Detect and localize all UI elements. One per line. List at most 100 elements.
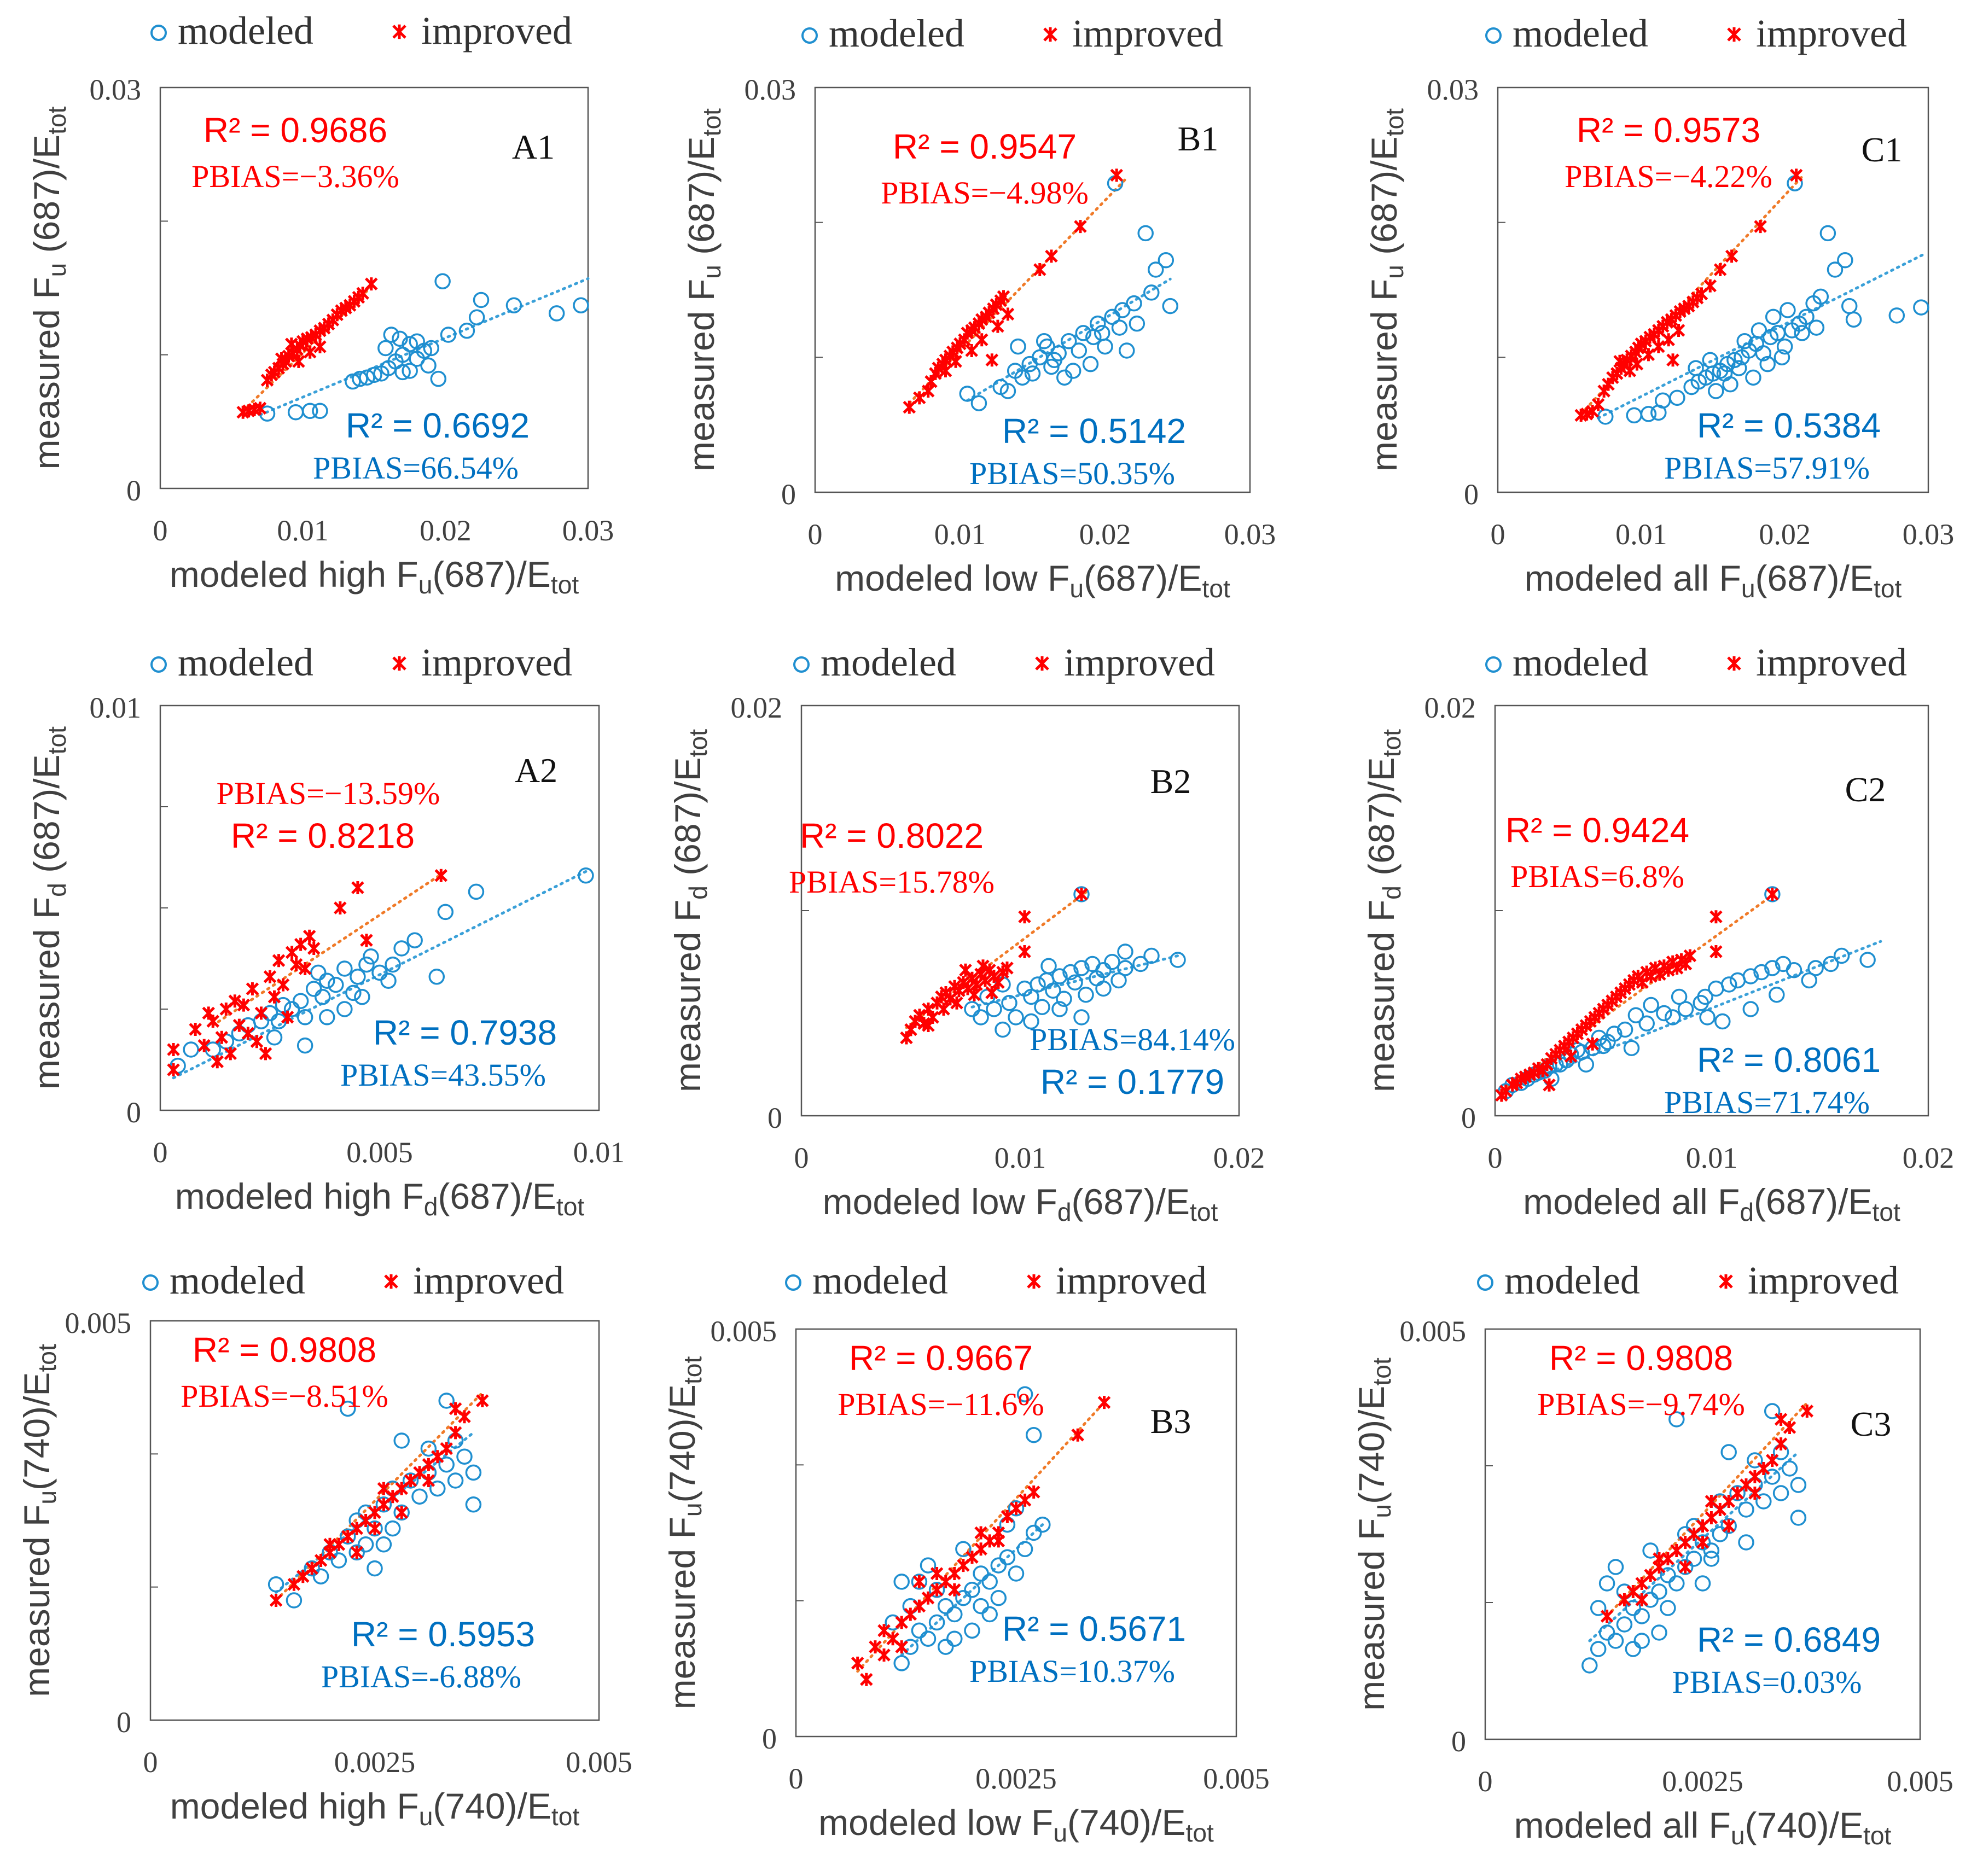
- legend: modeled improved: [1477, 1259, 1899, 1302]
- improved-r2: R² = 0.8022: [800, 816, 984, 855]
- improved-point: [246, 982, 259, 995]
- modeled-point: [1094, 325, 1110, 341]
- modeled-r2: R² = 0.5671: [1002, 1609, 1186, 1648]
- improved-pbias: PBIAS=−3.36%: [191, 159, 399, 194]
- modeled-point: [1126, 295, 1142, 312]
- modeled-point: [1738, 1534, 1754, 1551]
- modeled-point: [1025, 1426, 1042, 1443]
- improved-point: [913, 391, 926, 405]
- modeled-point: [990, 1589, 1007, 1606]
- modeled-point: [505, 297, 522, 314]
- improved-point: [1033, 263, 1046, 276]
- modeled-point: [473, 292, 490, 308]
- improved-point: [298, 962, 312, 975]
- modeled-pbias: PBIAS=10.37%: [969, 1653, 1175, 1689]
- modeled-point: [1104, 954, 1120, 970]
- x-tick-label: 0: [143, 1746, 158, 1779]
- legend: modeled improved: [793, 640, 1215, 684]
- modeled-point: [911, 1622, 928, 1639]
- modeled-r2: R² = 0.6692: [346, 406, 530, 445]
- improved-point: [1672, 324, 1685, 337]
- modeled-point: [1677, 1559, 1694, 1575]
- modeled-point: [973, 1565, 989, 1582]
- legend-improved-marker: [384, 1274, 398, 1289]
- improved-point: [1097, 1396, 1111, 1409]
- improved-point: [215, 1030, 229, 1044]
- improved-point: [1635, 1593, 1648, 1606]
- modeled-point: [348, 1544, 365, 1561]
- improved-point: [1709, 910, 1723, 924]
- modeled-point: [920, 1557, 937, 1574]
- improved-point: [1703, 279, 1717, 293]
- trendline-improved: [275, 1391, 484, 1602]
- improved-point: [323, 1537, 336, 1551]
- y-tick-label: 0: [126, 474, 141, 507]
- y-axis-label: measured Fu(740)/Etot: [16, 1344, 61, 1697]
- x-tick-label: 0.01: [1615, 518, 1667, 551]
- improved-point: [1653, 1552, 1666, 1565]
- modeled-point: [1764, 886, 1781, 902]
- improved-pbias: PBIAS=6.8%: [1510, 859, 1684, 894]
- improved-point: [275, 352, 288, 365]
- modeled-point: [1082, 356, 1099, 372]
- modeled-point: [1111, 319, 1128, 336]
- modeled-point: [1651, 1624, 1667, 1641]
- improved-point: [449, 1402, 462, 1415]
- modeled-point: [1720, 1518, 1737, 1534]
- modeled-point: [1114, 302, 1131, 318]
- modeled-point: [1008, 1500, 1025, 1517]
- modeled-point: [296, 1037, 313, 1054]
- legend-modeled-label: modeled: [1504, 1259, 1640, 1302]
- modeled-point: [1764, 1403, 1781, 1419]
- improved-point: [269, 1594, 283, 1607]
- x-axis-label: modeled high Fu(687)/Etot: [170, 554, 579, 599]
- improved-point: [974, 1526, 987, 1540]
- modeled-point: [1170, 952, 1186, 968]
- modeled-pbias: PBIAS=0.03%: [1672, 1664, 1862, 1700]
- modeled-point: [1688, 360, 1704, 376]
- modeled-point: [359, 369, 375, 386]
- improved-point: [976, 959, 990, 973]
- panel-label: B2: [1150, 762, 1191, 801]
- improved-point: [360, 934, 373, 947]
- modeled-point: [1016, 1541, 1033, 1558]
- modeled-point: [1745, 369, 1761, 386]
- x-tick-label: 0.03: [562, 514, 614, 547]
- modeled-point: [1755, 345, 1772, 362]
- x-tick-label: 0: [153, 514, 168, 547]
- improved-point: [1564, 1050, 1578, 1063]
- modeled-point: [1669, 389, 1685, 406]
- y-tick-label: 0.005: [65, 1307, 132, 1339]
- improved-point: [351, 881, 364, 894]
- modeled-point: [1617, 1021, 1633, 1038]
- modeled-point: [1001, 995, 1017, 1011]
- improved-point: [1678, 1560, 1692, 1574]
- modeled-point: [981, 1606, 998, 1623]
- modeled-point: [981, 1574, 998, 1590]
- x-tick-label: 0.0025: [1662, 1765, 1743, 1798]
- improved-point: [1586, 1037, 1599, 1051]
- modeled-pbias: PBIAS=-6.88%: [321, 1659, 521, 1694]
- modeled-point: [1730, 360, 1747, 376]
- legend-improved-label: improved: [413, 1259, 564, 1302]
- modeled-point: [1720, 976, 1737, 993]
- modeled-point: [310, 964, 327, 981]
- modeled-point: [1677, 1001, 1694, 1017]
- improved-point: [272, 954, 286, 968]
- modeled-point: [1819, 225, 1836, 242]
- improved-point: [1045, 249, 1058, 263]
- improved-point: [1018, 910, 1031, 924]
- modeled-point: [1726, 352, 1743, 369]
- x-tick-label: 0: [1478, 1765, 1493, 1798]
- modeled-point: [301, 403, 318, 420]
- modeled-point: [354, 989, 370, 1005]
- trendline-improved: [905, 890, 1088, 1029]
- legend-modeled-label: modeled: [821, 640, 956, 684]
- modeled-point: [385, 1520, 401, 1537]
- modeled-point: [970, 395, 987, 411]
- modeled-point: [266, 1029, 283, 1046]
- improved-point: [949, 354, 962, 368]
- improved-point: [189, 1023, 202, 1036]
- modeled-point: [296, 1009, 313, 1026]
